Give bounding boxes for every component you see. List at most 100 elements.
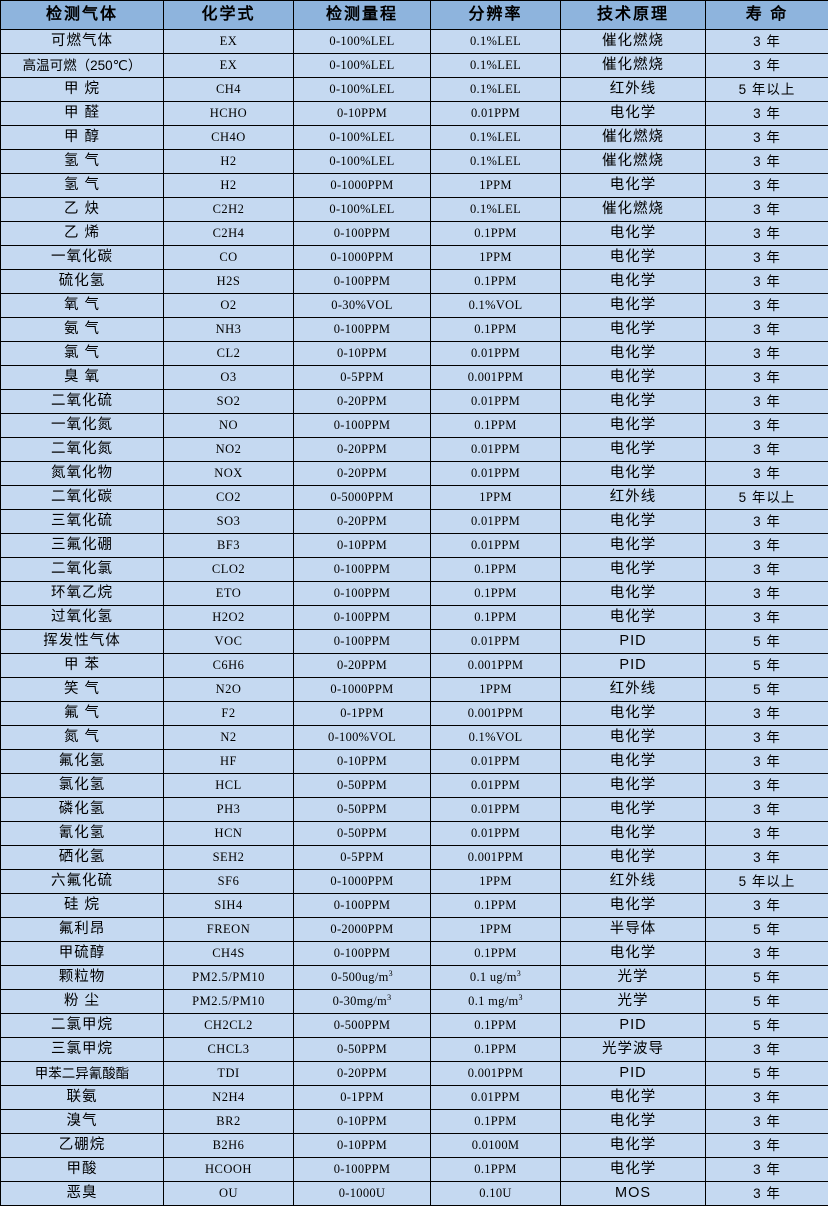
cell-technology: 电化学 [561, 822, 706, 846]
cell-lifetime: 3 年 [706, 30, 828, 54]
cell-formula: CO [164, 246, 294, 270]
cell-gas: 甲 苯 [1, 654, 164, 678]
cell-range: 0-10PPM [294, 1134, 431, 1158]
cell-technology: 电化学 [561, 558, 706, 582]
cell-gas: 二氧化硫 [1, 390, 164, 414]
cell-gas: 颗粒物 [1, 966, 164, 990]
cell-resolution: 0.1%VOL [431, 294, 561, 318]
cell-lifetime: 3 年 [706, 798, 828, 822]
cell-technology: 电化学 [561, 942, 706, 966]
cell-resolution: 0.1 ug/m3 [431, 966, 561, 990]
cell-range: 0-500ug/m3 [294, 966, 431, 990]
cell-resolution: 0.1PPM [431, 1038, 561, 1062]
cell-technology: 电化学 [561, 798, 706, 822]
cell-lifetime: 3 年 [706, 366, 828, 390]
cell-technology: 电化学 [561, 1134, 706, 1158]
cell-formula: PM2.5/PM10 [164, 990, 294, 1014]
cell-formula: H2O2 [164, 606, 294, 630]
cell-formula: EX [164, 30, 294, 54]
cell-gas: 氢 气 [1, 174, 164, 198]
cell-lifetime: 3 年 [706, 750, 828, 774]
cell-gas: 氯 气 [1, 342, 164, 366]
cell-technology: 电化学 [561, 750, 706, 774]
cell-range: 0-50PPM [294, 1038, 431, 1062]
cell-resolution: 0.001PPM [431, 846, 561, 870]
cell-resolution: 0.01PPM [431, 102, 561, 126]
cell-technology: 光学波导 [561, 1038, 706, 1062]
cell-technology: 电化学 [561, 774, 706, 798]
cell-resolution: 1PPM [431, 174, 561, 198]
cell-range: 0-1000U [294, 1182, 431, 1206]
cell-lifetime: 3 年 [706, 702, 828, 726]
cell-resolution: 0.1PPM [431, 582, 561, 606]
cell-gas: 氢 气 [1, 150, 164, 174]
cell-formula: HCOOH [164, 1158, 294, 1182]
cell-gas: 三氧化硫 [1, 510, 164, 534]
cell-formula: N2 [164, 726, 294, 750]
cell-lifetime: 5 年 [706, 1014, 828, 1038]
cell-technology: 电化学 [561, 702, 706, 726]
cell-range: 0-100PPM [294, 222, 431, 246]
cell-formula: VOC [164, 630, 294, 654]
cell-technology: 红外线 [561, 678, 706, 702]
cell-technology: 电化学 [561, 342, 706, 366]
cell-lifetime: 3 年 [706, 942, 828, 966]
cell-resolution: 1PPM [431, 918, 561, 942]
cell-range: 0-100%LEL [294, 30, 431, 54]
cell-formula: PH3 [164, 798, 294, 822]
cell-resolution: 0.01PPM [431, 774, 561, 798]
cell-gas: 笑 气 [1, 678, 164, 702]
cell-gas: 氮氧化物 [1, 462, 164, 486]
cell-gas: 甲 烷 [1, 78, 164, 102]
cell-gas: 二氧化碳 [1, 486, 164, 510]
cell-range: 0-100PPM [294, 558, 431, 582]
cell-formula: CO2 [164, 486, 294, 510]
cell-resolution: 0.001PPM [431, 702, 561, 726]
cell-resolution: 0.10U [431, 1182, 561, 1206]
cell-range: 0-10PPM [294, 534, 431, 558]
cell-range: 0-100%LEL [294, 54, 431, 78]
cell-technology: 光学 [561, 966, 706, 990]
cell-formula: SO2 [164, 390, 294, 414]
cell-technology: 电化学 [561, 726, 706, 750]
cell-range: 0-50PPM [294, 798, 431, 822]
cell-resolution: 0.001PPM [431, 654, 561, 678]
cell-lifetime: 3 年 [706, 414, 828, 438]
cell-resolution: 0.1PPM [431, 942, 561, 966]
cell-formula: N2H4 [164, 1086, 294, 1110]
cell-resolution: 0.0100M [431, 1134, 561, 1158]
cell-lifetime: 5 年以上 [706, 870, 828, 894]
cell-range: 0-1000PPM [294, 174, 431, 198]
cell-formula: B2H6 [164, 1134, 294, 1158]
cell-lifetime: 3 年 [706, 822, 828, 846]
cell-range: 0-500PPM [294, 1014, 431, 1038]
cell-gas: 挥发性气体 [1, 630, 164, 654]
cell-formula: NO [164, 414, 294, 438]
cell-range: 0-1000PPM [294, 870, 431, 894]
cell-resolution: 0.1PPM [431, 1158, 561, 1182]
cell-range: 0-50PPM [294, 822, 431, 846]
cell-technology: 电化学 [561, 1086, 706, 1110]
cell-range: 0-20PPM [294, 438, 431, 462]
cell-resolution: 0.1PPM [431, 1110, 561, 1134]
cell-technology: MOS [561, 1182, 706, 1206]
cell-gas: 氟利昂 [1, 918, 164, 942]
cell-resolution: 0.01PPM [431, 534, 561, 558]
cell-lifetime: 3 年 [706, 270, 828, 294]
cell-resolution: 0.01PPM [431, 630, 561, 654]
